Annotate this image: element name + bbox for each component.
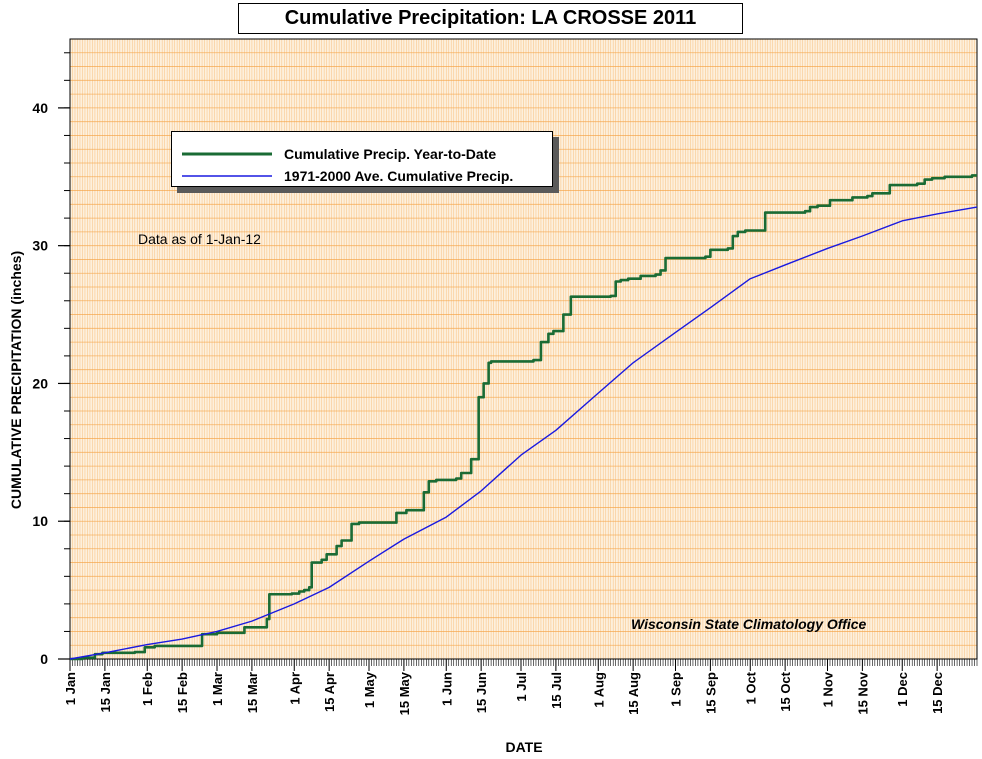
series-layer — [69, 174, 978, 661]
legend-label-average: 1971-2000 Ave. Cumulative Precip. — [284, 168, 514, 184]
y-tick-label: 10 — [32, 513, 48, 529]
legend-item-average: 1971-2000 Ave. Cumulative Precip. — [182, 166, 513, 186]
x-tick-label: 1 Oct — [743, 671, 758, 704]
legend-swatch-average — [182, 175, 272, 177]
x-tick-label: 15 Apr — [322, 672, 337, 712]
x-tick-label: 1 Jun — [439, 672, 454, 706]
series-line-ytd — [70, 174, 977, 661]
x-tick-label: 15 Feb — [175, 672, 190, 713]
x-tick-label: 15 Sep — [703, 672, 718, 714]
x-axis-label: DATE — [505, 739, 543, 755]
x-tick-label: 1 Dec — [895, 672, 910, 707]
x-tick-label: 15 Jan — [98, 672, 113, 713]
x-tick-label: 15 Jun — [474, 672, 489, 713]
x-tick-label: 1 Mar — [210, 672, 225, 706]
x-tick-label: 1 May — [362, 671, 377, 708]
chart-title: Cumulative Precipitation: LA CROSSE 2011 — [238, 3, 743, 34]
data-date-annotation: Data as of 1-Jan-12 — [138, 231, 261, 247]
x-tick-label: 15 Oct — [778, 671, 793, 711]
legend: Cumulative Precip. Year-to-Date 1971-200… — [171, 131, 553, 187]
x-tick-label: 15 Mar — [245, 672, 260, 713]
axes: 0 10 20 30 40 1 Jan 15 Jan 1 Feb 15 Feb 1 Mar 15 M… — [32, 38, 978, 715]
x-tick-label: 1 Aug — [591, 672, 606, 708]
y-tick-label: 40 — [32, 100, 48, 116]
y-tick-label: 0 — [40, 651, 48, 667]
x-tick-label: 1 Apr — [287, 672, 302, 705]
x-tick-label: 1 Feb — [140, 672, 155, 706]
legend-swatch-ytd — [182, 152, 272, 156]
y-tick-label: 30 — [32, 238, 48, 254]
legend-label-ytd: Cumulative Precip. Year-to-Date — [284, 146, 497, 162]
x-tick-label: 15 Aug — [626, 672, 641, 715]
x-tick-label: 1 Jul — [514, 672, 529, 702]
y-axis-label: CUMULATIVE PRECIPITATION (inches) — [8, 250, 24, 510]
legend-item-ytd: Cumulative Precip. Year-to-Date — [182, 144, 496, 164]
x-tick-label: 15 Jul — [549, 672, 564, 709]
x-tick-label: 15 May — [397, 671, 412, 715]
y-tick-label: 20 — [32, 375, 48, 391]
x-tick-label: 1 Nov — [820, 671, 835, 707]
source-annotation: Wisconsin State Climatology Office — [631, 616, 867, 632]
x-tick-label: 15 Dec — [930, 672, 945, 714]
x-tick-label: 1 Sep — [668, 672, 683, 707]
series-line-average — [69, 206, 978, 660]
x-tick-label: 1 Jan — [63, 672, 78, 705]
x-tick-label: 15 Nov — [855, 671, 870, 714]
